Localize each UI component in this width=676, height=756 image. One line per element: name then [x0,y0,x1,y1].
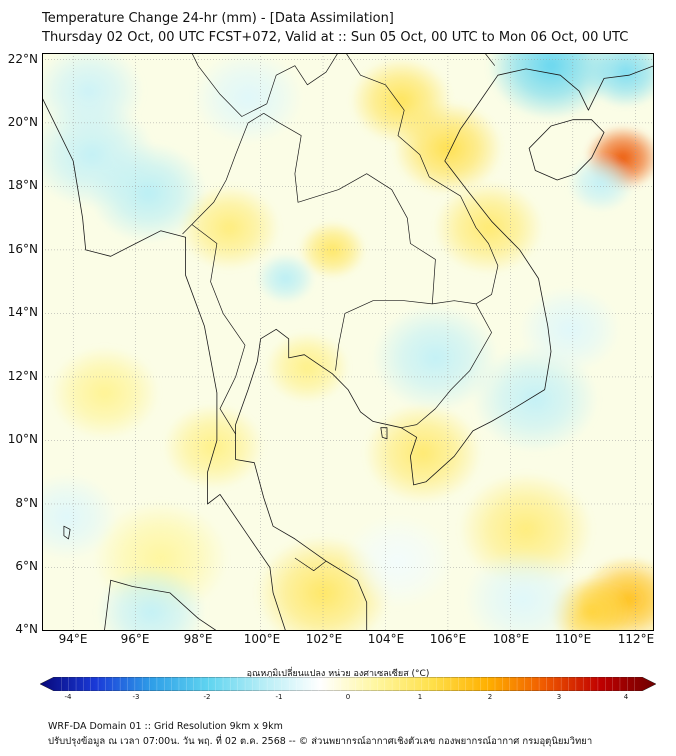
colorbar-tick-label: 4 [623,693,629,701]
map-subtitle: Thursday 02 Oct, 00 UTC FCST+072, Valid … [42,30,629,45]
colorbar-title: อุณหภูมิเปลี่ยนแปลง หน่วย องศาเซลเซียส (… [246,669,430,679]
border-line [401,303,492,429]
lat-label-16n: 16°N [7,242,38,256]
lon-label-108e: 108°E [492,632,530,646]
field-anomaly [96,565,207,631]
update-credit: ปรับปรุงข้อมูล ณ เวลา 07:00น. วัน พฤ. ที… [48,736,593,747]
field-anomaly [193,53,303,145]
border-line [294,557,327,572]
lon-label-96e: 96°E [120,632,150,646]
field-anomaly [463,548,582,631]
field-anomaly [372,304,499,412]
colorbar-tick-label: 1 [417,693,423,701]
field-anomaly [265,331,350,404]
lon-label-106e: 106°E [429,632,467,646]
border-line [182,113,264,235]
map-panel [42,53,654,631]
colorbar-tick-label: -3 [132,693,140,701]
lat-label-14n: 14°N [7,305,38,319]
colorbar-tick-label: 3 [556,693,562,701]
lat-label-10n: 10°N [7,432,38,446]
lat-label-8n: 8°N [15,496,38,510]
border-line [191,224,246,435]
lon-label-102e: 102°E [305,632,343,646]
colorbar-ramp [40,677,656,691]
border-line [191,53,267,117]
border-line [263,113,436,304]
coastline-mainland [42,53,654,631]
lon-label-100e: 100°E [243,632,281,646]
model-info: WRF-DA Domain 01 :: Grid Resolution 9km … [48,721,283,732]
coastline-nicobar [63,525,71,540]
graticule [42,53,654,631]
lon-label-104e: 104°E [367,632,405,646]
field-anomaly [487,53,615,120]
field-anomaly [433,180,544,275]
temperature-field [42,53,654,631]
country-borders [182,53,499,572]
colorbar-tick-label: 0 [345,693,351,701]
colorbar-tick-label: -1 [275,693,283,701]
lat-label-6n: 6°N [15,559,38,573]
field-anomaly [567,154,635,212]
colorbar-tick-label: -4 [64,693,72,701]
map-frame [42,53,654,631]
border-line [345,53,499,305]
map-title: Temperature Change 24-hr (mm) - [Data As… [42,11,394,26]
colorbar-minor-ticks [61,677,635,691]
lat-label-20n: 20°N [7,115,38,129]
field-anomaly [298,221,367,279]
colorbar-tick-label: 2 [487,693,493,701]
field-anomaly [583,53,654,108]
colorbar [40,677,656,691]
field-anomaly [42,53,144,138]
field-anomaly [163,403,265,490]
border-line [335,300,433,371]
lat-label-4n: 4°N [15,622,38,636]
border-line [266,53,339,104]
field-anomaly [42,473,118,560]
lon-label-112e: 112°E [617,632,655,646]
coastline-hainan [528,119,605,181]
coastline-phu-quoc [380,427,388,440]
lon-label-94e: 94°E [58,632,88,646]
field-anomaly [393,101,503,195]
lat-label-18n: 18°N [7,178,38,192]
lon-label-110e: 110°E [554,632,592,646]
coastlines [42,53,654,631]
colorbar-tick-label: -2 [203,693,211,701]
lon-label-98e: 98°E [183,632,213,646]
lat-label-12n: 12°N [7,369,38,383]
forecast-map[interactable] [42,53,654,631]
field-anomaly [49,346,160,440]
coastline-sumatra [104,579,218,631]
field-anomaly [363,402,482,504]
field-anomaly [343,514,453,608]
lat-label-22n: 22°N [7,52,38,66]
field-anomaly [519,286,621,373]
field-anomaly [256,253,316,304]
